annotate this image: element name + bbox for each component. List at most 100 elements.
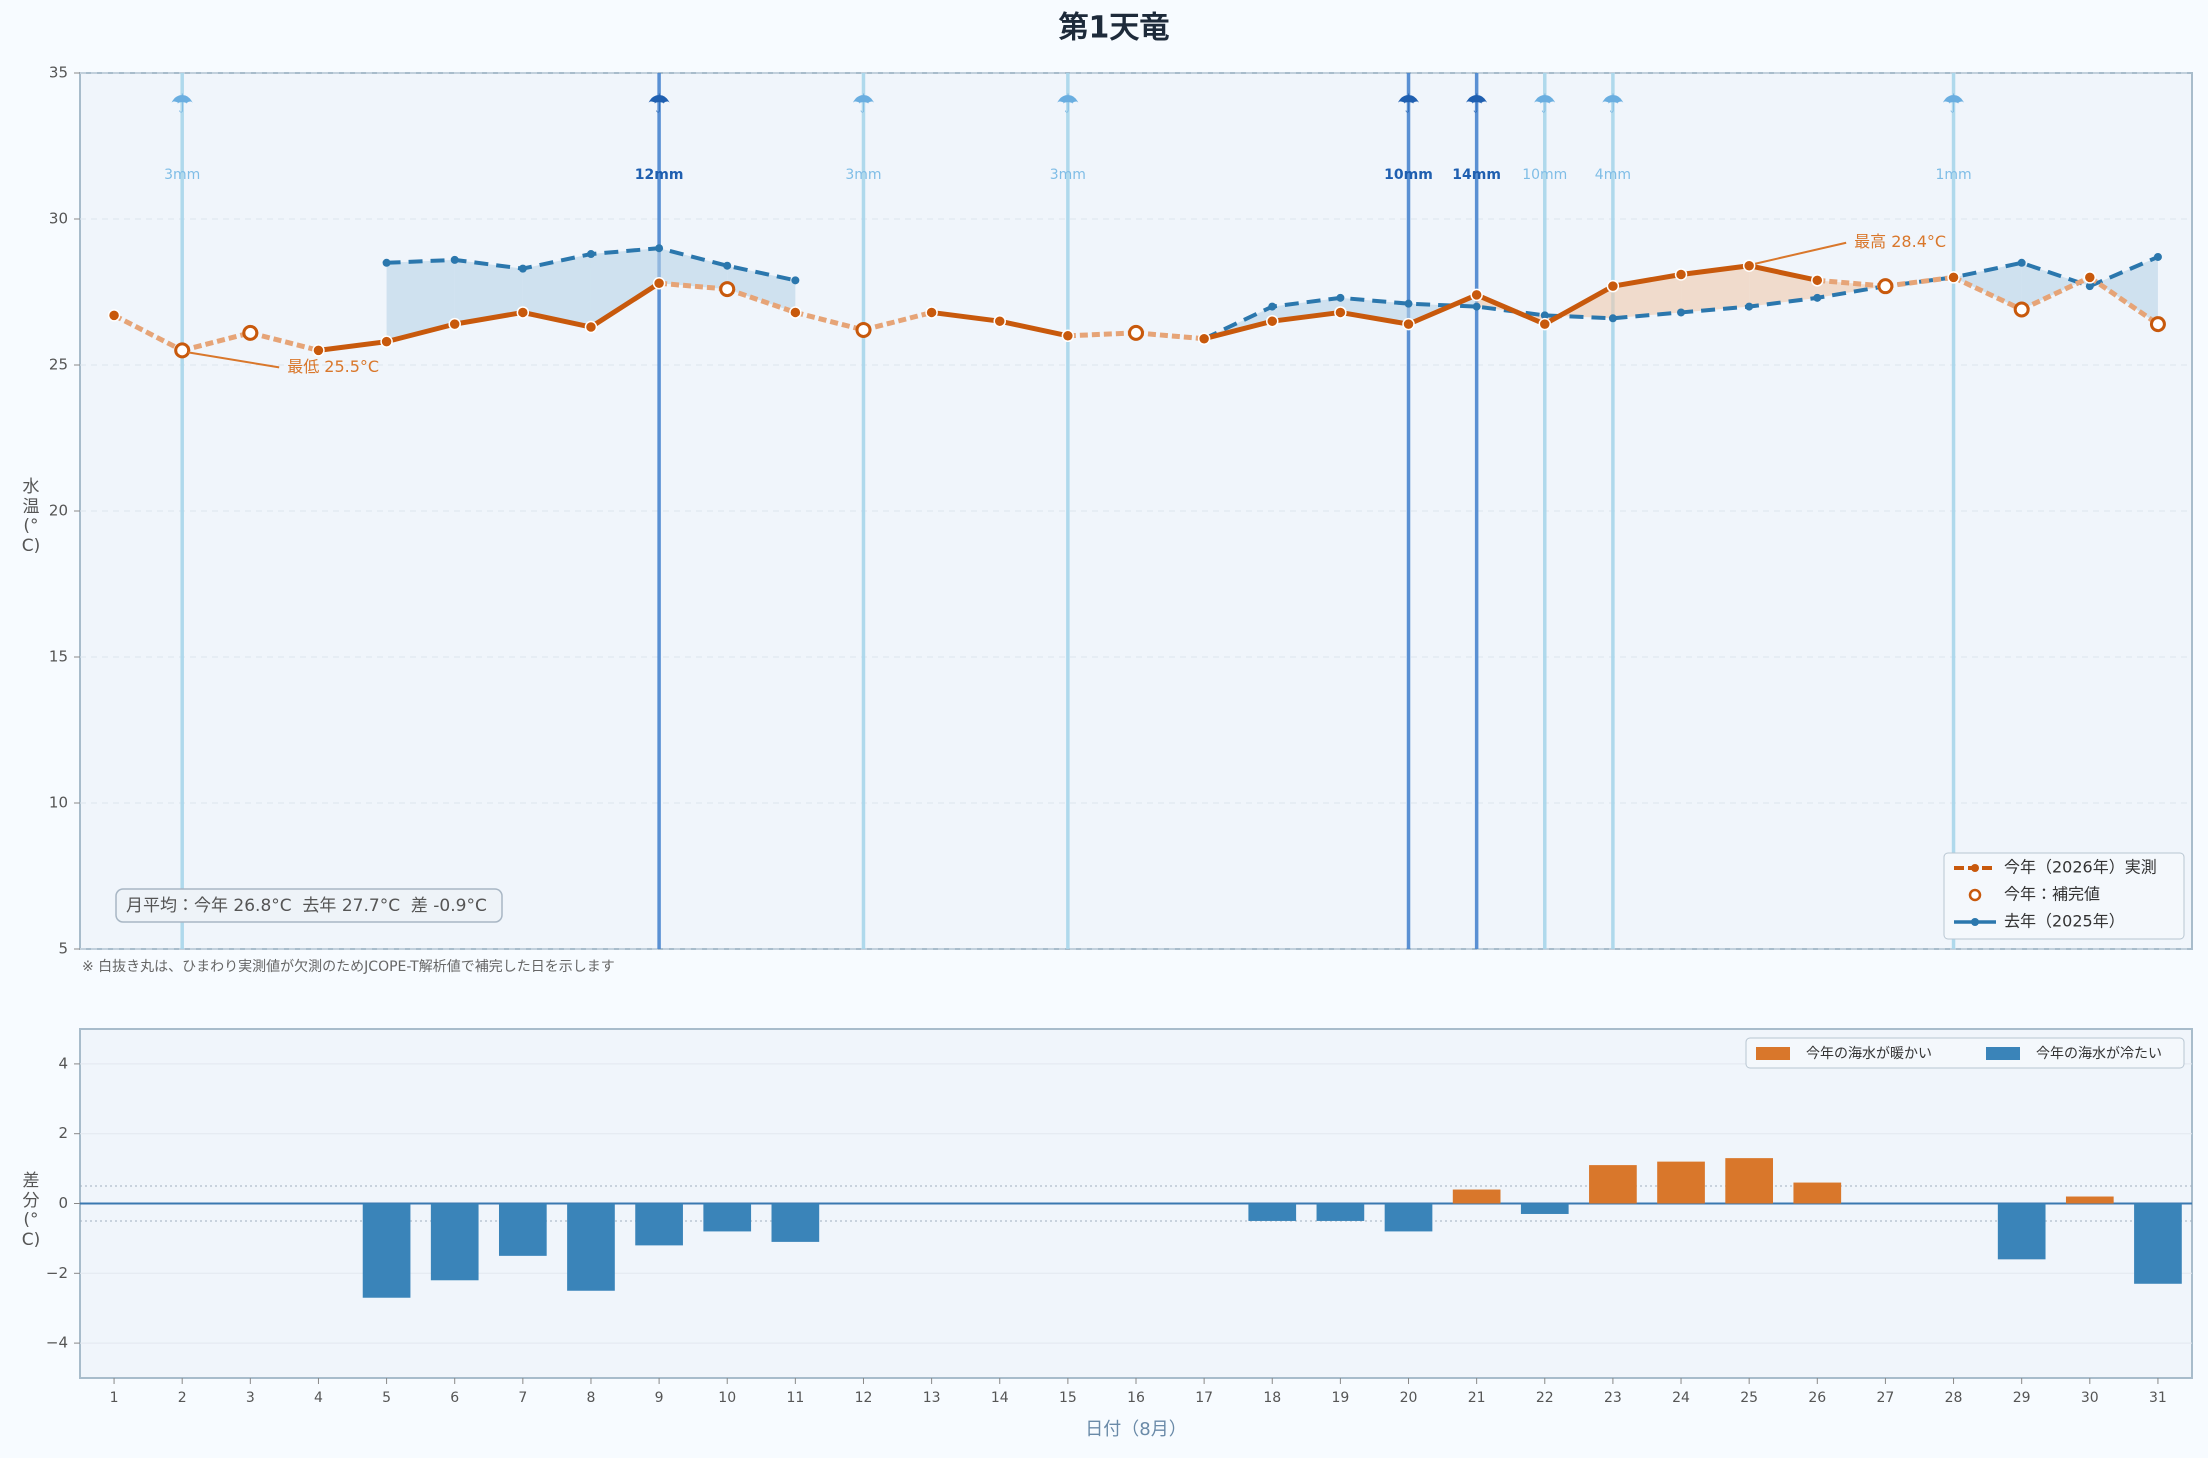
point <box>723 261 732 270</box>
point <box>1336 293 1345 302</box>
x-tick-label: 11 <box>786 1390 804 1406</box>
diff-fill <box>590 248 660 328</box>
bar <box>1384 1203 1433 1232</box>
point <box>1813 293 1822 302</box>
rain-label: 10mm <box>1384 167 1433 183</box>
y-tick-label: 25 <box>49 356 68 374</box>
x-tick-label: 4 <box>314 1390 323 1406</box>
point <box>1538 317 1552 331</box>
point <box>586 250 595 259</box>
x-tick-label: 1 <box>110 1390 119 1406</box>
legend-label: 今年（2026年）実測 <box>2004 858 2157 877</box>
bar <box>1248 1203 1297 1221</box>
bar <box>1589 1165 1637 1204</box>
y-axis-label: 水温(°C) <box>21 477 41 556</box>
point <box>382 258 391 267</box>
x-tick-label: 15 <box>1059 1390 1077 1406</box>
bar <box>1316 1203 1365 1221</box>
y-tick-label: 4 <box>58 1054 68 1072</box>
imputed-point <box>2149 316 2166 333</box>
rain-icon: ☂ <box>647 90 670 120</box>
rain-label: 12mm <box>635 167 684 183</box>
point <box>1606 279 1620 293</box>
imputed-link <box>2020 275 2091 312</box>
x-tick-label: 3 <box>246 1390 255 1406</box>
bar <box>1657 1161 1705 1204</box>
point <box>1947 271 1960 284</box>
rain-icon: ☂ <box>1601 90 1624 120</box>
bar <box>771 1203 820 1242</box>
point <box>1472 302 1481 311</box>
imputed-link <box>2088 275 2160 327</box>
legend-swatch <box>1986 1047 2020 1060</box>
point <box>1266 314 1279 328</box>
diff-fill <box>1749 265 1818 307</box>
imputed-link <box>112 313 184 353</box>
point <box>925 306 938 319</box>
point <box>993 314 1006 328</box>
point <box>1674 268 1688 281</box>
diff-fill <box>522 254 591 328</box>
point <box>1745 302 1754 311</box>
rain-label: 3mm <box>1050 167 1086 183</box>
x-tick-label: 10 <box>718 1390 736 1406</box>
x-tick-label: 28 <box>1945 1390 1963 1406</box>
x-tick-label: 22 <box>1536 1390 1554 1406</box>
point <box>1608 314 1617 323</box>
bar <box>1520 1203 1569 1214</box>
legend-swatch <box>1971 864 1979 872</box>
point <box>1540 311 1549 320</box>
point <box>1061 329 1075 343</box>
point <box>1334 306 1347 319</box>
y-tick-label: 30 <box>49 210 68 228</box>
x-tick-label: 12 <box>855 1390 873 1406</box>
point <box>516 306 530 319</box>
bar <box>362 1203 411 1298</box>
bar <box>430 1203 479 1281</box>
bar <box>1997 1203 2046 1260</box>
rain-icon: ☂ <box>1465 90 1488 120</box>
x-tick-label: 13 <box>923 1390 941 1406</box>
rain-label: 3mm <box>845 167 881 183</box>
x-tick-label: 18 <box>1263 1390 1281 1406</box>
point <box>1677 308 1686 317</box>
bar <box>635 1203 683 1246</box>
imputed-link <box>1952 275 2023 312</box>
rain-icon: ☂ <box>1056 90 1079 120</box>
x-tick-label: 24 <box>1672 1390 1690 1406</box>
bar <box>1793 1182 1842 1204</box>
diff-fill <box>1340 297 1409 325</box>
x-tick-label: 8 <box>587 1390 596 1406</box>
imputed-point <box>719 281 736 298</box>
x-tick-label: 17 <box>1195 1390 1213 1406</box>
point <box>1402 317 1415 331</box>
rain-icon: ☂ <box>1942 90 1965 120</box>
x-tick-label: 19 <box>1331 1390 1349 1406</box>
x-tick-label: 29 <box>2013 1390 2031 1406</box>
point <box>107 309 121 322</box>
rain-icon: ☂ <box>171 90 194 120</box>
legend-label: 去年（2025年） <box>2004 912 2125 931</box>
point <box>1268 302 1277 311</box>
diff-fill <box>2089 256 2158 325</box>
x-tick-label: 20 <box>1400 1390 1418 1406</box>
rain-label: 14mm <box>1452 167 1501 183</box>
point <box>791 276 800 285</box>
y-tick-label: 15 <box>49 648 68 666</box>
point <box>2083 271 2097 284</box>
point <box>448 317 461 331</box>
x-tick-label: 6 <box>450 1390 459 1406</box>
bar <box>1452 1189 1501 1204</box>
x-tick-label: 30 <box>2081 1390 2099 1406</box>
bar <box>498 1203 547 1256</box>
y-tick-label: −2 <box>46 1264 68 1282</box>
bar <box>567 1203 615 1291</box>
point <box>380 335 393 348</box>
imputed-point <box>1877 278 1894 295</box>
imputed-point <box>855 321 872 338</box>
x-tick-label: 9 <box>655 1390 664 1406</box>
diff-fill <box>454 259 523 325</box>
y-tick-label: 2 <box>58 1124 68 1142</box>
imputed-point <box>1128 324 1144 341</box>
